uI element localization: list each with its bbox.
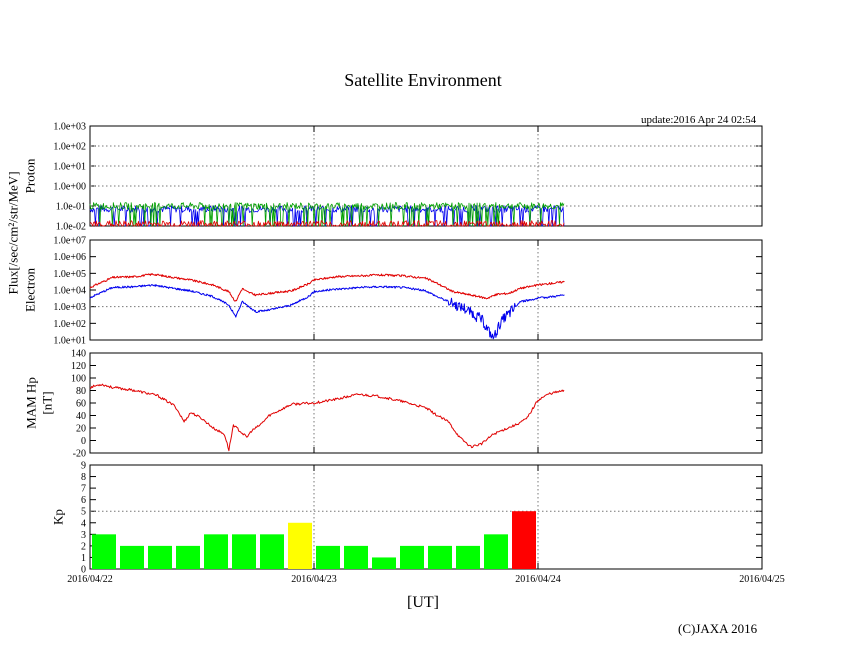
series-proton-ch3 — [89, 220, 565, 227]
y-tick-label: 100 — [71, 374, 86, 385]
kp-bar — [344, 545, 368, 569]
y-tick-label: 60 — [76, 399, 86, 410]
y-tick-label: 1.0e-01 — [56, 202, 86, 213]
kp-bar — [512, 511, 536, 569]
kp-bar — [372, 557, 396, 569]
update-timestamp: update:2016 Apr 24 02:54 — [641, 114, 757, 126]
y-tick-label: 1.0e+07 — [53, 236, 86, 247]
y-tick-label: 0 — [81, 436, 86, 447]
y-tick-label: 2 — [81, 541, 86, 552]
kp-bar — [232, 534, 256, 569]
kp-bar — [176, 545, 200, 569]
y-tick-label: 140 — [71, 349, 86, 360]
y-tick-label: 80 — [76, 386, 86, 397]
panel-ylabel-proton: Proton — [23, 158, 38, 193]
series-mam-hp — [89, 383, 565, 452]
kp-bar — [148, 545, 172, 569]
y-tick-label: 3 — [81, 530, 86, 541]
y-tick-label: 5 — [81, 507, 86, 518]
y-tick-label: 6 — [81, 495, 86, 506]
y-tick-label: 1.0e+01 — [53, 162, 86, 173]
panel-ylabel-mam-hp: MAM Hp — [24, 377, 39, 429]
kp-bar — [484, 534, 508, 569]
y-tick-label: 1.0e+05 — [53, 269, 86, 280]
x-tick-label: 2016/04/22 — [67, 574, 113, 585]
kp-bar — [92, 534, 116, 569]
y-tick-label: 9 — [81, 461, 86, 472]
y-tick-label: 4 — [81, 518, 86, 529]
x-tick-label: 2016/04/25 — [739, 574, 785, 585]
y-tick-label: 0 — [81, 565, 86, 576]
kp-bar — [288, 522, 312, 569]
kp-bar — [400, 545, 424, 569]
kp-bar — [120, 545, 144, 569]
y-tick-label: 1 — [81, 553, 86, 564]
shared-flux-ylabel: Flux[/sec/cm²/str/MeV] — [6, 171, 21, 294]
y-tick-label: 40 — [76, 411, 86, 422]
panel-frame-kp — [89, 464, 763, 570]
y-tick-label: 1.0e+01 — [53, 336, 86, 347]
y-tick-label: 1.0e+03 — [53, 122, 86, 133]
y-tick-label: -20 — [73, 449, 86, 460]
series-proton-ch2 — [89, 202, 565, 227]
y-tick-label: 1.0e+02 — [53, 319, 86, 330]
kp-bar — [260, 534, 284, 569]
y-tick-label: 1.0e+03 — [53, 302, 86, 313]
panel-ylabel-electron: Electron — [23, 267, 38, 312]
kp-bar — [456, 545, 480, 569]
y-tick-label: 7 — [81, 484, 86, 495]
kp-bar — [428, 545, 452, 569]
x-tick-label: 2016/04/23 — [291, 574, 337, 585]
kp-bar — [316, 545, 340, 569]
y-tick-label: 1.0e+00 — [53, 182, 86, 193]
kp-bar — [204, 534, 228, 569]
chart-title: Satellite Environment — [344, 70, 502, 90]
y-tick-label: 1.0e+06 — [53, 252, 86, 263]
panel-ylabel-mam-hp: [nT] — [40, 391, 55, 414]
copyright-notice: (C)JAXA 2016 — [678, 621, 758, 636]
y-tick-label: 1.0e+02 — [53, 142, 86, 153]
y-tick-label: 20 — [76, 424, 86, 435]
panel-ylabel-kp: Kp — [51, 509, 66, 525]
y-tick-label: 1.0e-02 — [56, 222, 86, 233]
series-electron-high — [89, 273, 565, 302]
y-tick-label: 8 — [81, 472, 86, 483]
y-tick-label: 1.0e+04 — [53, 286, 86, 297]
series-electron-low — [89, 284, 565, 340]
panel-frame-mam-hp — [89, 352, 763, 454]
y-tick-label: 120 — [71, 361, 86, 372]
x-axis-label: [UT] — [407, 594, 439, 611]
x-tick-label: 2016/04/24 — [515, 574, 561, 585]
panel-frame-electron — [89, 239, 763, 341]
